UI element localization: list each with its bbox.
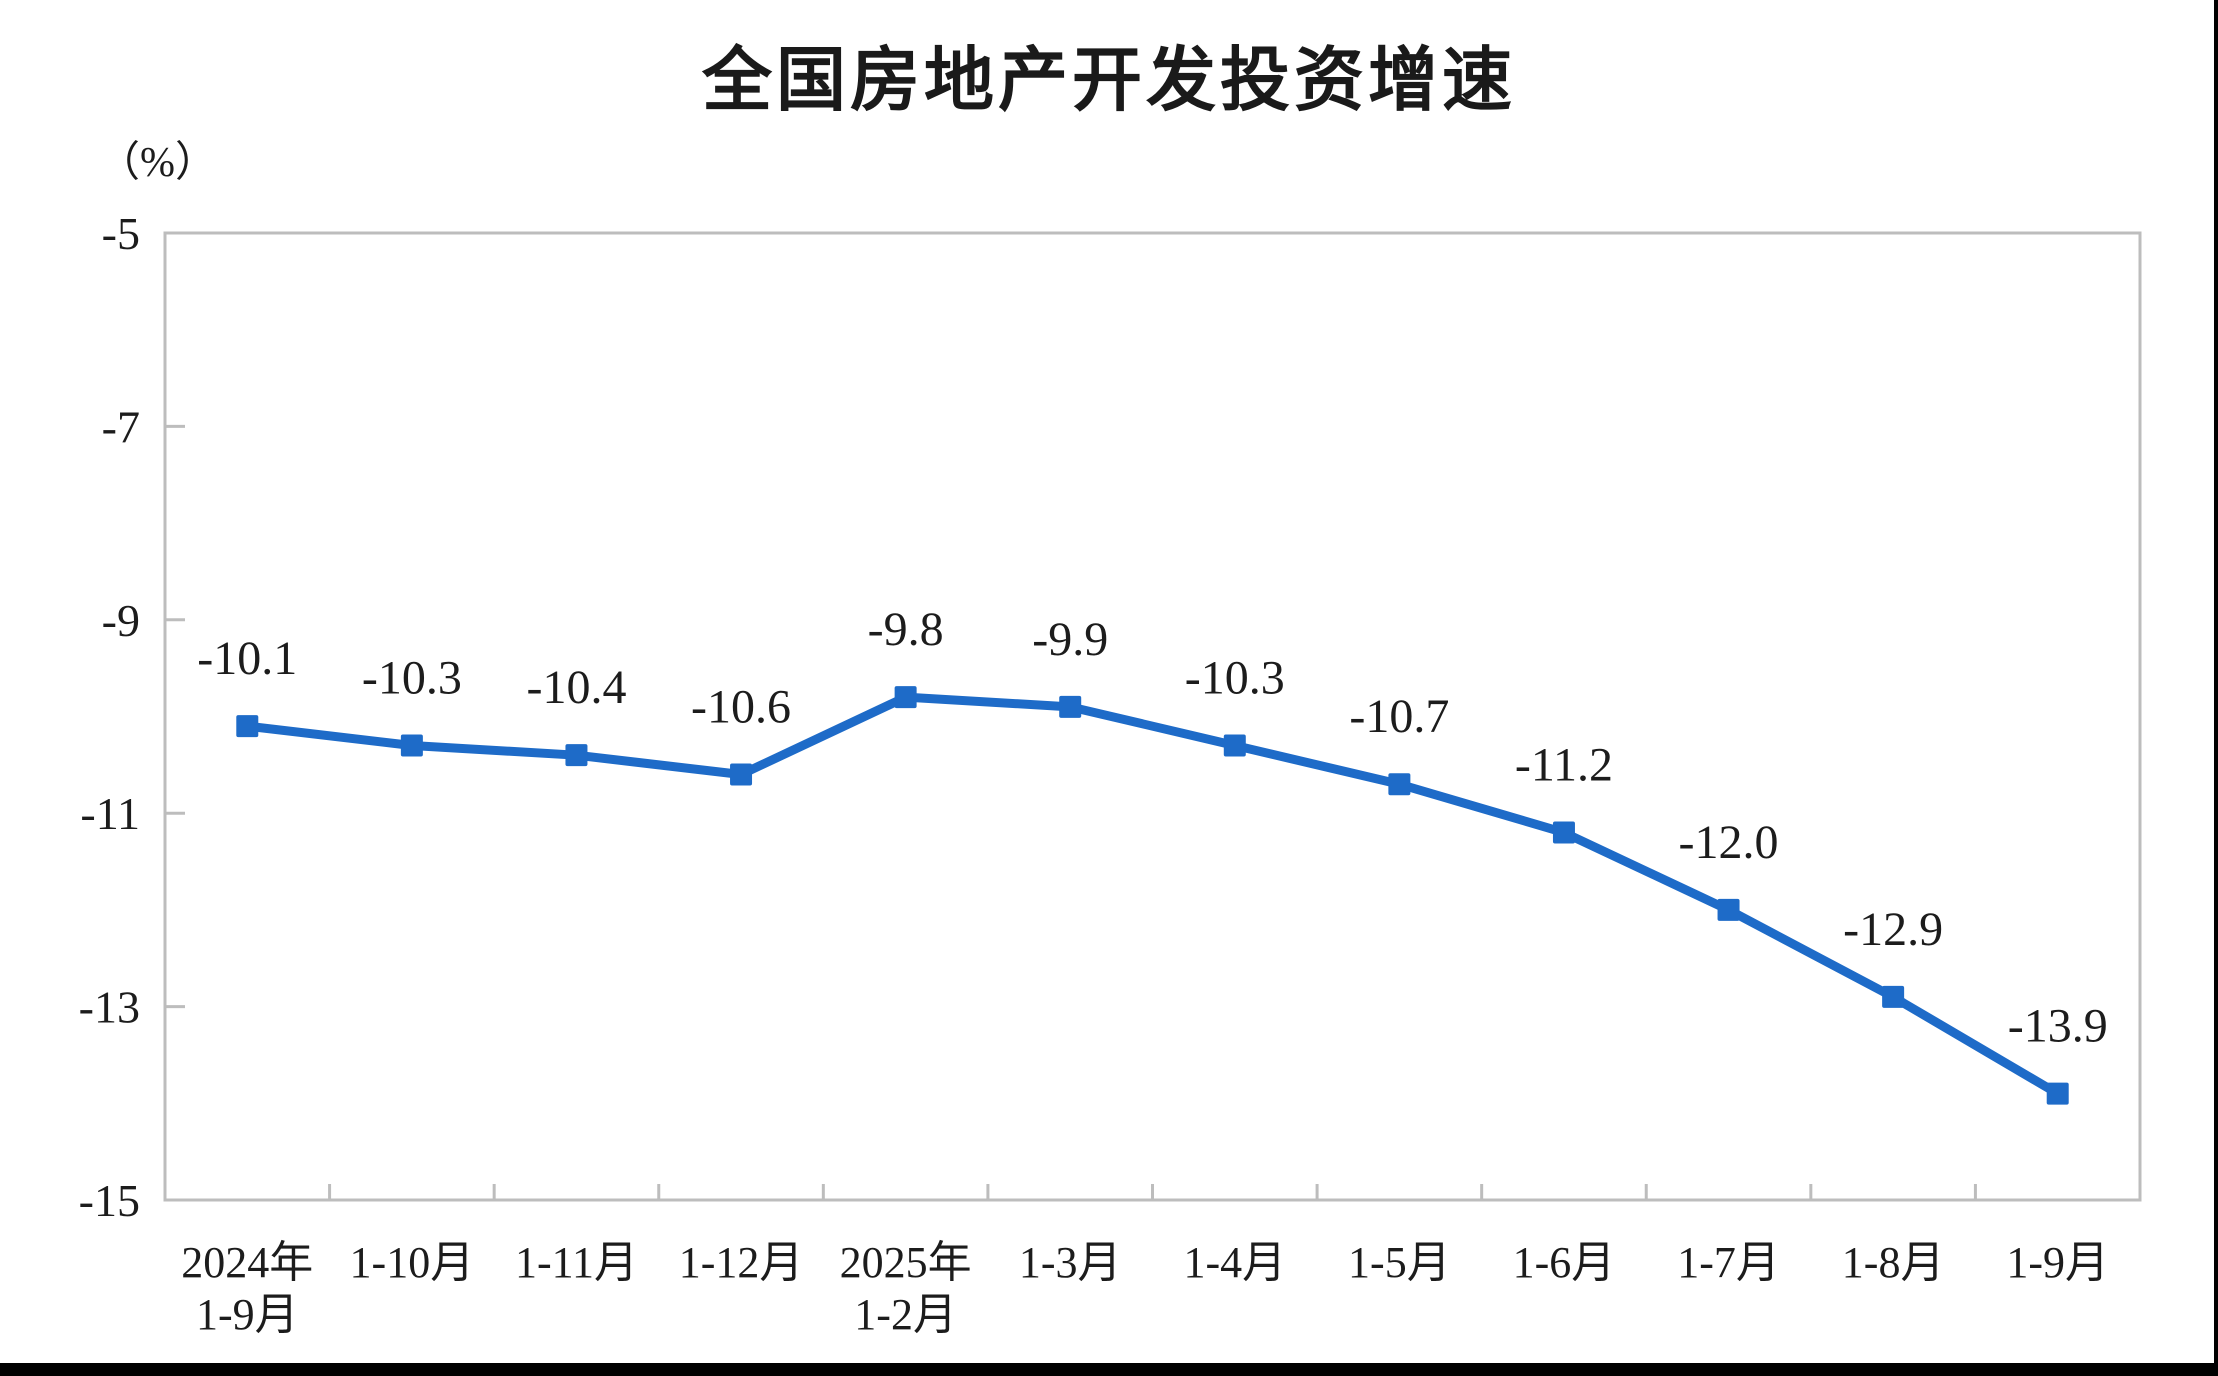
y-tick-label: -11 xyxy=(80,788,140,839)
x-axis-label: 1-4月 xyxy=(1183,1238,1286,1287)
y-tick-label: -7 xyxy=(102,401,140,452)
data-label: -10.4 xyxy=(526,661,626,714)
data-label: -9.9 xyxy=(1032,613,1108,666)
x-axis-label: 1-11月 xyxy=(515,1238,638,1287)
bottom-black-bar xyxy=(0,1363,2218,1376)
x-axis-label: 1-6月 xyxy=(1513,1238,1616,1287)
y-tick-label: -9 xyxy=(102,595,140,646)
data-label: -10.1 xyxy=(197,632,297,685)
x-axis-label: 1-9月 xyxy=(2006,1238,2109,1287)
x-axis-label: 1-9月 xyxy=(196,1290,299,1339)
y-tick-label: -5 xyxy=(102,208,140,259)
data-point-marker xyxy=(1059,695,1082,718)
x-axis-label: 1-10月 xyxy=(350,1238,475,1287)
data-point-marker xyxy=(2046,1082,2069,1105)
data-point-marker xyxy=(730,763,753,786)
x-axis-label: 2025年 xyxy=(840,1238,972,1287)
x-axis-label: 1-5月 xyxy=(1348,1238,1451,1287)
data-label: -10.3 xyxy=(1185,652,1285,705)
x-axis-label: 2024年 xyxy=(181,1238,313,1287)
data-point-marker xyxy=(1388,773,1411,796)
data-point-marker xyxy=(1552,821,1575,844)
data-label: -12.9 xyxy=(1843,903,1943,956)
data-point-marker xyxy=(1223,734,1246,757)
x-axis-label: 1-7月 xyxy=(1677,1238,1780,1287)
data-point-marker xyxy=(400,734,423,757)
x-axis-label: 1-8月 xyxy=(1842,1238,1945,1287)
x-axis-label: 1-2月 xyxy=(854,1290,957,1339)
data-label: -10.3 xyxy=(362,652,462,705)
data-label: -10.6 xyxy=(691,681,791,734)
chart-title: 全国房地产开发投资增速 xyxy=(702,41,1516,119)
y-axis-unit-label: （%） xyxy=(98,140,217,186)
data-point-marker xyxy=(1882,985,1905,1008)
data-label: -11.2 xyxy=(1515,739,1613,792)
data-label: -12.0 xyxy=(1679,816,1779,869)
right-edge-line xyxy=(2214,0,2218,1376)
data-label: -13.9 xyxy=(2008,1000,2108,1053)
data-label: -10.7 xyxy=(1349,690,1449,743)
data-point-marker xyxy=(565,744,588,767)
y-tick-label: -13 xyxy=(79,982,140,1033)
data-point-marker xyxy=(894,686,917,709)
data-label: -9.8 xyxy=(868,603,944,656)
data-point-marker xyxy=(1717,898,1740,921)
x-axis-label: 1-12月 xyxy=(679,1238,804,1287)
plot-border xyxy=(163,231,2142,1202)
data-line xyxy=(242,692,2063,1099)
data-point-marker xyxy=(236,715,259,738)
x-axis-label: 1-3月 xyxy=(1019,1238,1122,1287)
y-tick-label: -15 xyxy=(79,1175,140,1226)
